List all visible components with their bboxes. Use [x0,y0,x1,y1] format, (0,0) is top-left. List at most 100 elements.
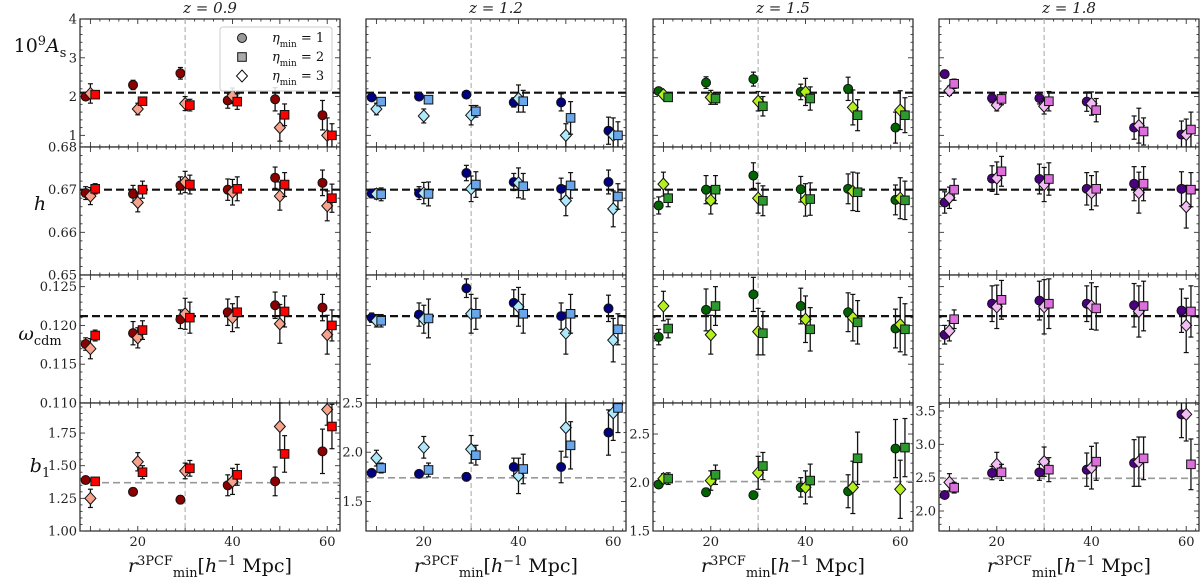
series-eta-2 [949,278,1196,338]
data-point-square [613,403,623,413]
row-label-h-part: h [34,193,46,215]
data-point-square [805,93,816,104]
data-point-square [423,189,434,199]
x-axis-label-part: 3PCF [710,554,746,569]
x-tick-label: 20 [989,535,1006,550]
data-point-circle [461,168,472,179]
row-label-As-part: s [60,46,67,61]
x-axis-label: r3PCFmin[h−1 Mpc] [701,554,865,581]
data-point-square [327,130,337,141]
panel-As [365,18,627,148]
y-tick-label: 3.5 [915,405,936,420]
x-tick-label: 20 [703,535,720,550]
row-label-As-part: 9 [38,34,46,49]
data-point-square [518,181,529,192]
data-point-square [90,476,100,487]
legend-label-part: = 3 [297,69,324,84]
data-point-circle [701,304,712,315]
data-point-circle [270,300,281,311]
panel-b1: 1.00 1.25 1.50 1.75 20 40 60 [48,402,341,550]
data-point-circle [939,69,950,80]
x-axis-label-part: Mpc] [1095,555,1151,577]
data-point-circle [701,77,712,88]
y-tick-label: 1 [69,129,77,144]
data-point-square [900,110,910,120]
row-label-b1-part: b [30,455,42,477]
series-eta-2 [376,171,623,210]
row-label-As: 109As [14,34,67,61]
panel-frame [365,18,627,148]
legend-label-part: min [280,78,297,88]
x-tick-label: 20 [416,535,433,550]
column-2: z = 1.5 1.5 2.0 2.5 20 40 60 r3PCFmin[h−1 Mpc] [629,0,914,581]
data-point-square [663,193,673,203]
data-point-square [1044,464,1054,475]
series-eta-1 [366,409,614,484]
x-axis-label: r3PCFmin[h−1 Mpc] [414,554,578,581]
data-point-square [471,450,481,460]
data-point-circle [556,462,567,472]
x-axis-label-part: Mpc] [809,555,865,577]
x-axis-label-part: h [1064,555,1076,577]
data-point-square [423,465,434,475]
data-point-square [613,191,623,202]
legend-label-part: η [272,50,280,65]
x-axis-label-part: [ [1057,555,1064,577]
data-point-circle [748,490,759,501]
y-tick-label: 2.5 [629,428,650,443]
data-point-circle [748,74,759,85]
data-point-square [805,194,816,204]
panel-wcdm: 0.110 0.115 0.120 0.125 [40,274,341,412]
data-point-circle [1176,305,1187,316]
panel-b1: 1.5 2.0 2.5 20 40 60 [629,402,914,550]
data-point-square [137,325,148,335]
panel-frame [652,146,914,276]
data-point-square [949,78,959,89]
panel-frame [79,274,341,404]
data-point-square [1091,184,1102,194]
y-tick-label: 1.5 [629,525,650,540]
data-point-circle [461,89,472,100]
data-point-square [949,482,959,493]
data-point-square [1044,174,1054,184]
y-tick-label: 3 [69,51,77,66]
data-point-circle [795,184,806,195]
column-title: z = 1.5 [755,0,810,17]
data-point-square [185,100,195,110]
data-point-square [565,113,576,123]
x-axis-label-part: r [701,555,712,577]
data-point-square [327,193,337,203]
data-point-circle [701,487,712,498]
data-point-circle [939,490,950,500]
data-point-diamond [84,491,97,506]
data-point-circle [603,176,614,187]
data-point-square [852,110,863,120]
x-axis-label-part: min [173,566,198,581]
data-point-diamond [657,177,670,191]
x-axis-label-part: [ [771,555,778,577]
x-tick-label: 60 [605,535,622,550]
panel-wcdm [365,274,627,404]
data-point-square [663,323,673,334]
data-point-square [137,184,148,195]
data-point-square [185,312,195,323]
data-point-circle [653,332,664,343]
data-point-circle [508,462,519,472]
data-point-square [185,179,195,190]
series-eta-1 [366,278,614,330]
data-point-diamond [559,128,573,143]
data-point-diamond [1180,199,1193,214]
data-point-square [900,442,910,453]
y-tick-label: 1.75 [48,427,77,442]
data-point-circle [317,302,328,313]
x-axis-label-part: h [491,555,503,577]
data-point-square [1044,298,1054,309]
panel-frame [365,402,627,532]
x-tick-label: 40 [510,535,527,550]
data-point-square [710,469,721,480]
x-axis-label-part: 3PCF [137,554,173,569]
y-tick-label: 0.110 [40,397,77,412]
data-point-square [471,179,481,190]
legend-circle-icon [237,33,247,43]
